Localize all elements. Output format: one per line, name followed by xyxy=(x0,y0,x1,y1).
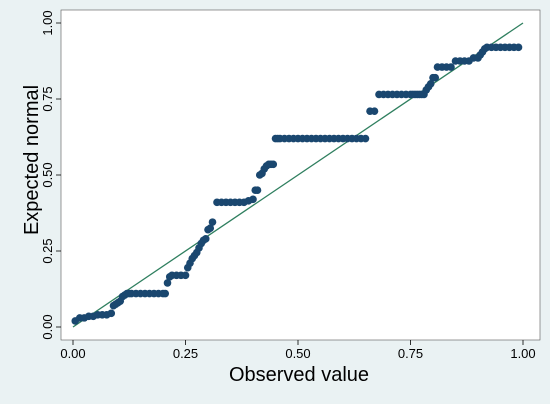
data-point xyxy=(201,235,210,243)
y-tick-label: 0.00 xyxy=(40,314,55,339)
data-point xyxy=(447,63,455,71)
x-axis: 0.00 0.25 0.50 0.75 1.00 xyxy=(60,340,536,361)
x-tick-label: 0.00 xyxy=(60,346,85,361)
data-point xyxy=(431,73,440,82)
data-point xyxy=(514,43,523,52)
x-tick-label: 1.00 xyxy=(510,346,535,361)
data-point xyxy=(163,279,172,287)
data-point xyxy=(426,80,435,88)
data-point xyxy=(269,160,278,169)
data-point xyxy=(253,186,262,194)
y-axis: 0.00 0.25 0.50 0.75 1.00 xyxy=(40,10,61,340)
y-axis-title: Expected normal xyxy=(21,85,43,235)
reference-line xyxy=(72,22,524,328)
y-tick-label: 0.25 xyxy=(40,238,55,263)
x-tick-label: 0.25 xyxy=(173,346,198,361)
data-point xyxy=(370,107,379,115)
data-point xyxy=(361,134,370,143)
x-tick-label: 0.50 xyxy=(285,346,310,361)
data-point xyxy=(249,195,257,204)
y-tick-label: 0.75 xyxy=(40,86,55,111)
data-points xyxy=(71,43,523,325)
data-point xyxy=(107,309,116,318)
data-point xyxy=(208,218,217,226)
x-axis-title: Observed value xyxy=(229,364,369,386)
data-point xyxy=(181,271,190,280)
y-tick-label: 1.00 xyxy=(40,10,55,35)
y-tick-label: 0.50 xyxy=(40,162,55,187)
x-tick-label: 0.75 xyxy=(398,346,423,361)
data-point xyxy=(161,289,170,298)
data-point xyxy=(206,224,215,232)
